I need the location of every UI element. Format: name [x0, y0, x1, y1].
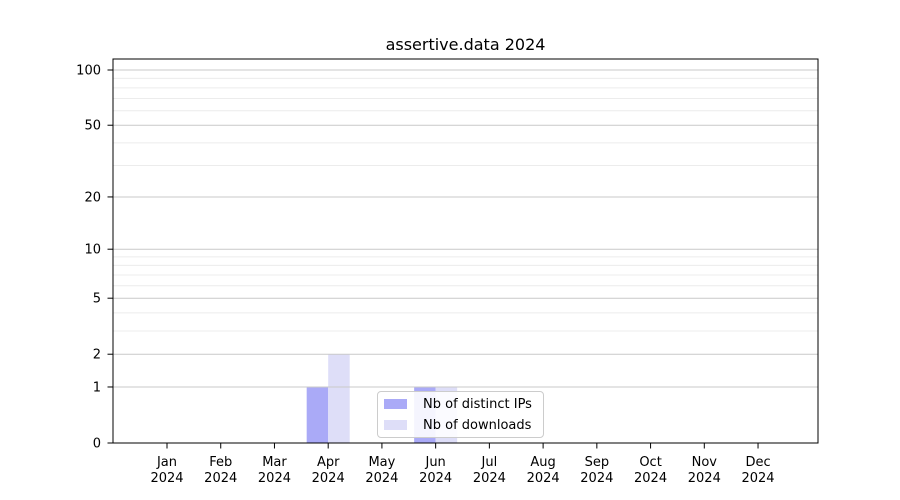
major-gridlines [113, 69, 818, 388]
x-tick-label-month: May [368, 455, 395, 470]
legend: Nb of distinct IPs Nb of downloads [377, 391, 544, 438]
bar-apr-series0 [306, 386, 329, 443]
bar-apr-series1 [328, 354, 350, 443]
x-tick-label-month: Jun [424, 455, 445, 470]
x-tick-label-year: 2024 [150, 471, 183, 486]
x-tick-label-year: 2024 [688, 471, 721, 486]
x-tick-label-month: Apr [317, 455, 340, 470]
x-tick-label-month: Aug [530, 455, 555, 470]
minor-gridlines [113, 77, 818, 332]
y-tick-label: 1 [93, 380, 101, 395]
x-tick-label-year: 2024 [419, 471, 452, 486]
x-tick-label-year: 2024 [527, 471, 560, 486]
y-tick-label: 0 [93, 437, 101, 452]
legend-item-downloads: Nb of downloads [384, 418, 535, 433]
x-tick-label-month: Sep [585, 455, 610, 470]
x-tick-label-month: Feb [209, 455, 232, 470]
legend-label-distinct-ips: Nb of distinct IPs [423, 396, 532, 412]
legend-swatch-downloads [384, 420, 407, 430]
y-tick-label: 2 [93, 348, 101, 363]
x-tick-label-year: 2024 [580, 471, 613, 486]
plot-border [112, 58, 819, 444]
x-tick-label-month: Jan [156, 455, 177, 470]
legend-swatch-distinct-ips [384, 399, 407, 409]
x-tick-label-month: Jul [481, 455, 498, 470]
x-tick-label-year: 2024 [741, 471, 774, 486]
y-tick-label: 50 [84, 119, 101, 134]
legend-label-downloads: Nb of downloads [423, 417, 532, 433]
x-tick-label-year: 2024 [365, 471, 398, 486]
chart-title: assertive.data 2024 [385, 35, 546, 54]
y-axis: 0 1 2 5 10 20 50 100 [76, 64, 113, 452]
y-tick-label: 10 [84, 243, 101, 258]
x-tick-label-year: 2024 [312, 471, 345, 486]
x-axis: Jan2024Feb2024Mar2024Apr2024May2024Jun20… [150, 443, 775, 486]
x-tick-label-month: Nov [692, 455, 718, 470]
legend-item-distinct-ips: Nb of distinct IPs [384, 397, 535, 412]
x-tick-label-month: Dec [745, 455, 770, 470]
x-tick-label-year: 2024 [473, 471, 506, 486]
y-tick-label: 5 [93, 292, 101, 307]
x-tick-label-year: 2024 [634, 471, 667, 486]
x-tick-label-year: 2024 [204, 471, 237, 486]
x-tick-label-year: 2024 [258, 471, 291, 486]
x-tick-label-month: Oct [639, 455, 661, 470]
x-tick-label-month: Mar [262, 455, 287, 470]
y-tick-label: 20 [84, 190, 101, 205]
y-tick-label: 100 [76, 64, 101, 79]
